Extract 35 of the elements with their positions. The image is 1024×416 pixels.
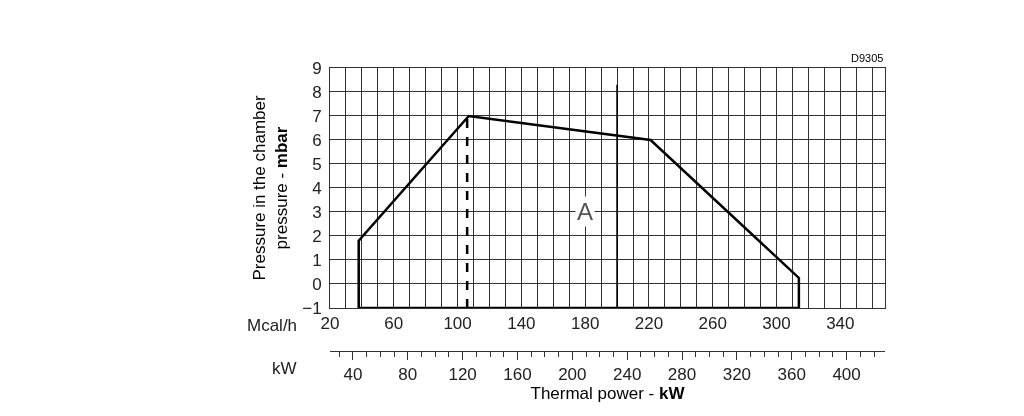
x-tick-label: 340 — [826, 314, 855, 334]
x2-tick-label: 200 — [558, 365, 587, 385]
x2-tick-label: 80 — [398, 365, 418, 385]
y-tick-label: 0 — [312, 274, 322, 294]
text: D9305 — [851, 52, 884, 64]
y-tick-label: 3 — [312, 202, 322, 222]
x-tick-label: 300 — [762, 314, 791, 334]
y-tick-label: 6 — [312, 130, 322, 150]
y-tick-label: −1 — [302, 298, 322, 318]
x2-tick-label: 40 — [343, 365, 363, 385]
x-axis-title: Mcal/h — [247, 316, 298, 335]
x2-tick-label: 320 — [722, 365, 752, 385]
x2-tick-label: 360 — [777, 365, 806, 385]
x2-tick-label: 240 — [612, 365, 642, 385]
x2-tick-label: 280 — [667, 365, 697, 385]
y-tick-label: 5 — [312, 154, 322, 174]
y-tick-label: 9 — [312, 58, 322, 78]
x-tick-label: 100 — [443, 314, 472, 334]
text: kW — [272, 359, 297, 378]
x2-tick-label: 120 — [448, 365, 477, 385]
x-tick-label: 220 — [634, 314, 664, 334]
x-tick-label: 180 — [570, 314, 600, 334]
y-tick-label: 4 — [312, 178, 322, 198]
y-tick-label: 2 — [312, 226, 322, 246]
x-tick-label: 260 — [698, 314, 727, 334]
annotation: A — [577, 198, 594, 225]
y-tick-label: 8 — [312, 82, 322, 102]
x-tick-label: 140 — [507, 314, 536, 334]
y-tick-label: 1 — [312, 250, 322, 270]
x2-axis-title: Thermal power - kW — [530, 384, 686, 404]
x2-tick-label: 160 — [503, 365, 532, 385]
x2-tick-label: 400 — [832, 365, 861, 385]
x-tick-label: 20 — [320, 314, 340, 334]
x-tick-label: 60 — [384, 314, 404, 334]
y-tick-label: 7 — [312, 106, 322, 126]
